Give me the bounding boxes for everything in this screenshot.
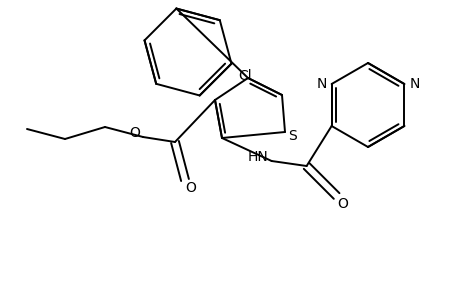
Text: O: O bbox=[129, 126, 140, 140]
Text: HN: HN bbox=[247, 150, 268, 164]
Text: N: N bbox=[409, 77, 419, 91]
Text: O: O bbox=[336, 197, 347, 211]
Text: Cl: Cl bbox=[238, 69, 252, 82]
Text: N: N bbox=[316, 77, 326, 91]
Text: O: O bbox=[185, 181, 196, 195]
Text: S: S bbox=[288, 129, 297, 143]
